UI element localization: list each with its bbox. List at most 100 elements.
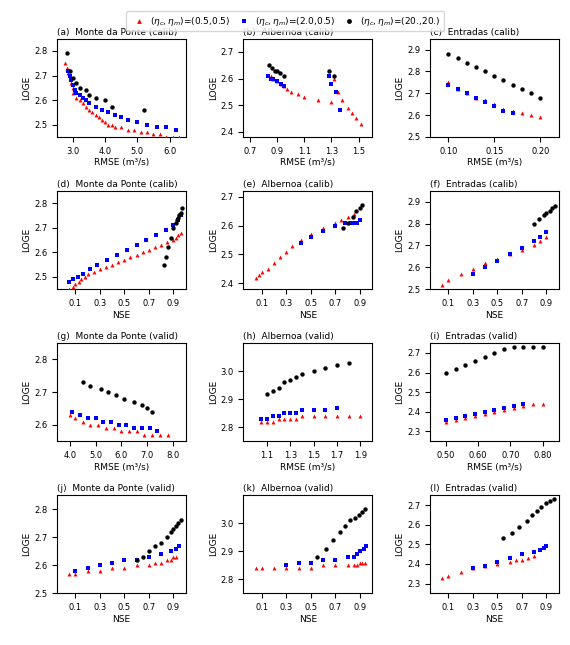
- Text: (f)  Entradas (calib): (f) Entradas (calib): [430, 180, 518, 189]
- Point: [480, 408, 489, 419]
- Point: [282, 84, 291, 94]
- Y-axis label: LOGE: LOGE: [22, 532, 31, 557]
- Point: [139, 104, 148, 115]
- Point: [266, 71, 275, 81]
- Point: [129, 124, 139, 135]
- Point: [309, 366, 318, 376]
- Point: [355, 203, 364, 213]
- Point: [74, 272, 83, 282]
- Point: [256, 413, 266, 424]
- Y-axis label: LOGE: LOGE: [22, 228, 31, 252]
- Point: [480, 352, 489, 362]
- Point: [537, 502, 546, 512]
- Point: [508, 106, 517, 116]
- Point: [277, 79, 286, 89]
- Point: [528, 342, 538, 352]
- Point: [95, 561, 104, 571]
- Point: [542, 232, 551, 242]
- Y-axis label: LOGE: LOGE: [22, 75, 31, 100]
- Point: [321, 363, 330, 373]
- Point: [536, 545, 545, 555]
- Point: [493, 255, 502, 266]
- Point: [361, 541, 370, 551]
- Y-axis label: LOGE: LOGE: [209, 532, 218, 557]
- Point: [337, 215, 346, 225]
- Point: [164, 242, 173, 252]
- Point: [453, 84, 462, 94]
- Point: [67, 77, 76, 88]
- Point: [157, 240, 166, 250]
- Point: [481, 97, 490, 107]
- Point: [499, 533, 508, 544]
- Point: [83, 413, 92, 424]
- Point: [499, 106, 508, 116]
- Point: [442, 368, 451, 378]
- Point: [78, 269, 87, 279]
- Point: [270, 258, 279, 268]
- Point: [162, 237, 172, 248]
- Point: [331, 86, 340, 97]
- Point: [84, 97, 93, 108]
- Point: [530, 240, 539, 250]
- Point: [107, 417, 116, 427]
- Point: [82, 103, 91, 113]
- Point: [144, 551, 153, 562]
- Point: [296, 238, 306, 248]
- Point: [505, 553, 514, 563]
- Point: [266, 74, 275, 84]
- Point: [319, 561, 328, 571]
- Point: [530, 547, 539, 557]
- X-axis label: NSE: NSE: [485, 615, 503, 624]
- Point: [453, 84, 462, 94]
- Point: [132, 250, 141, 260]
- Point: [508, 108, 517, 118]
- Point: [275, 68, 284, 78]
- Point: [114, 420, 123, 430]
- Point: [175, 541, 184, 551]
- Point: [95, 566, 104, 576]
- Point: [499, 103, 508, 114]
- Point: [505, 557, 514, 567]
- Point: [461, 410, 470, 421]
- Y-axis label: LOGE: LOGE: [209, 228, 218, 252]
- Point: [462, 88, 471, 99]
- Point: [469, 562, 478, 573]
- Point: [168, 132, 177, 142]
- Point: [319, 226, 328, 237]
- Point: [119, 393, 128, 404]
- Point: [351, 513, 360, 523]
- Point: [101, 117, 110, 127]
- Point: [255, 270, 264, 280]
- Point: [358, 507, 367, 517]
- Point: [527, 510, 536, 520]
- Point: [499, 344, 508, 354]
- Point: [360, 504, 369, 515]
- Point: [120, 555, 129, 565]
- Point: [93, 420, 103, 430]
- Point: [309, 411, 318, 421]
- Point: [144, 546, 153, 557]
- Point: [262, 413, 271, 424]
- Point: [518, 84, 527, 94]
- Point: [286, 413, 295, 424]
- Point: [360, 557, 369, 568]
- Point: [438, 573, 447, 583]
- Point: [75, 95, 84, 105]
- Point: [444, 275, 453, 286]
- Point: [62, 48, 71, 59]
- Point: [345, 515, 355, 526]
- Point: [535, 214, 544, 224]
- Point: [355, 546, 364, 557]
- Point: [95, 264, 104, 275]
- Point: [152, 122, 161, 132]
- Point: [274, 382, 283, 393]
- Point: [456, 567, 465, 577]
- Point: [171, 543, 180, 553]
- Point: [117, 426, 126, 437]
- Point: [99, 417, 108, 427]
- Point: [166, 526, 176, 537]
- Legend: $(\eta_c,\eta_m)$=(0.5,0.5), $(\eta_c,\eta_m)$=(2.0,0.5), $(\eta_c,\eta_m)$=(20.: $(\eta_c,\eta_m)$=(0.5,0.5), $(\eta_c,\e…: [127, 11, 443, 31]
- Point: [291, 408, 300, 419]
- Point: [332, 411, 341, 421]
- Point: [451, 415, 460, 425]
